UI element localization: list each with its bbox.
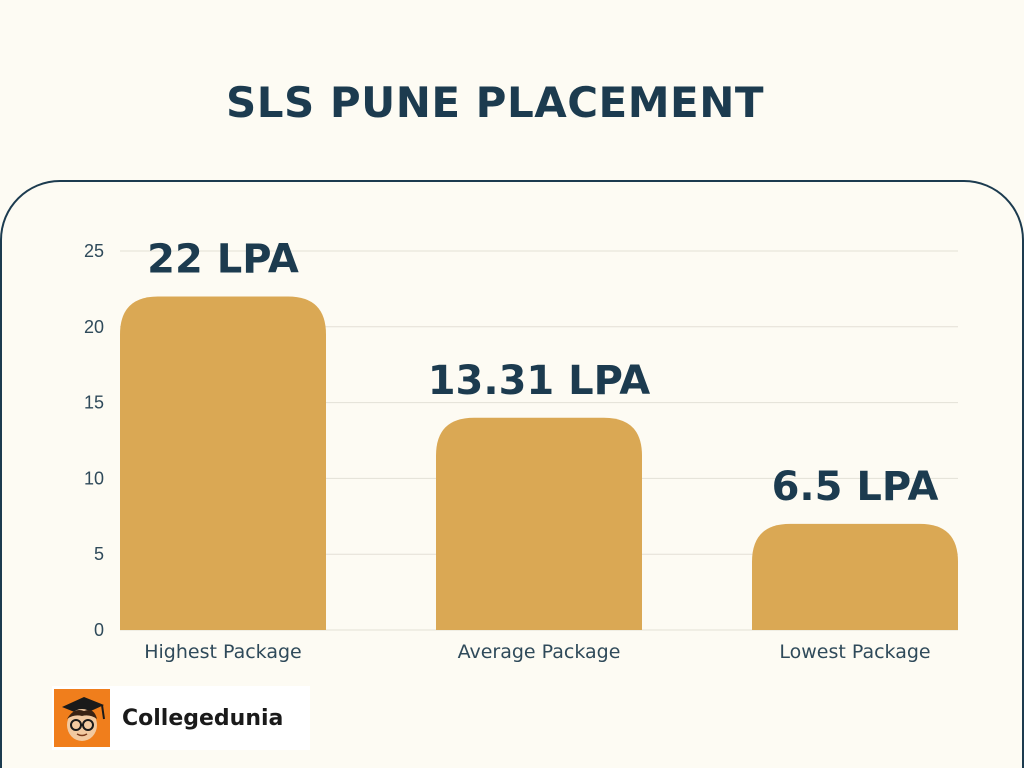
y-tick-label: 5 — [94, 544, 104, 564]
student-mascot-icon — [54, 689, 110, 747]
y-tick-label: 25 — [84, 241, 104, 261]
collegedunia-logo: Collegedunia — [52, 686, 310, 750]
y-tick-label: 15 — [84, 393, 104, 413]
data-label: 13.31 LPA — [428, 358, 651, 404]
x-tick-label: Highest Package — [144, 641, 302, 663]
bar — [752, 523, 958, 630]
y-tick-label: 10 — [84, 468, 104, 488]
bar — [120, 296, 326, 630]
x-tick-label: Average Package — [458, 641, 621, 663]
data-label: 6.5 LPA — [772, 464, 939, 510]
chart-title: SLS PUNE PLACEMENT — [225, 78, 765, 127]
brand-name: Collegedunia — [122, 705, 284, 731]
y-tick-label: 0 — [94, 620, 104, 640]
data-label: 22 LPA — [147, 236, 299, 282]
y-tick-label: 20 — [84, 317, 104, 337]
chart-panel — [0, 180, 1024, 768]
bar — [436, 417, 642, 630]
x-tick-label: Lowest Package — [779, 641, 930, 663]
